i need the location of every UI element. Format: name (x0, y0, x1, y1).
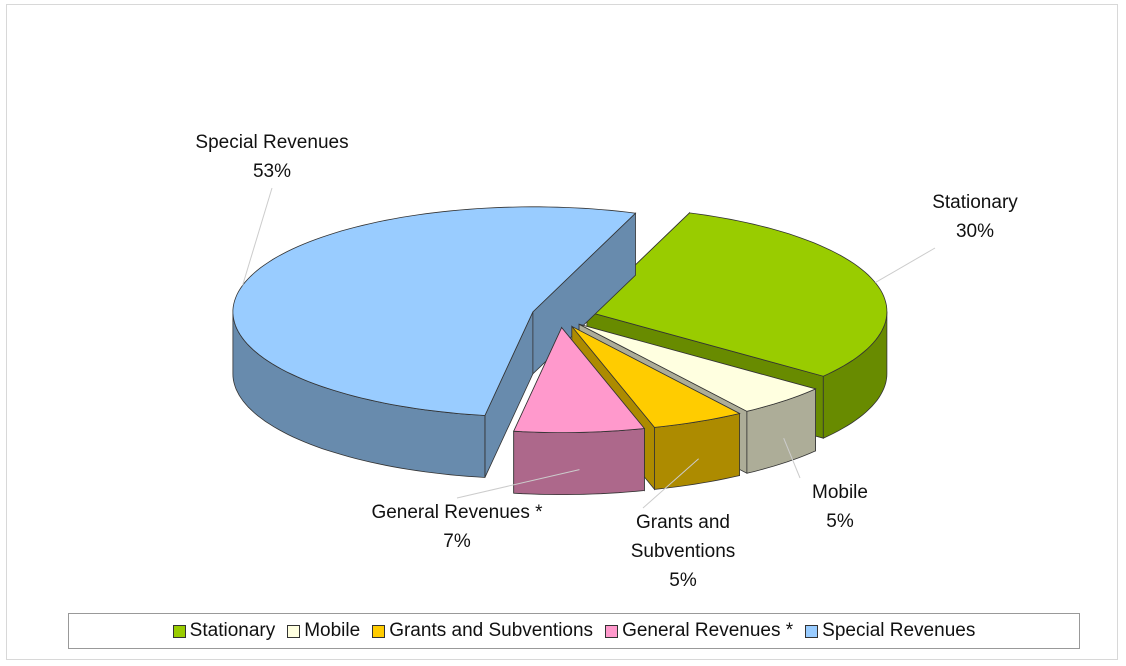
slice-top (513, 326, 646, 433)
slice-label-value: 7% (443, 531, 471, 552)
slice-label-value: 30% (955, 221, 995, 242)
legend-item: Grants and Subventions (372, 620, 593, 642)
slice-label: Special Revenues 53% (162, 128, 382, 186)
legend-swatch (605, 624, 619, 638)
slice-label-name: Stationary (932, 192, 1018, 213)
slice-label-name: General Revenues * (371, 502, 543, 523)
leader-line (642, 458, 699, 509)
slice-label: Mobile 5% (780, 478, 900, 536)
slice-label-name: Grants and Subventions (630, 512, 736, 562)
legend-swatch (372, 624, 386, 638)
legend-label: Special Revenues (822, 620, 976, 641)
slice-top (578, 323, 817, 412)
slice-label-name: Mobile (812, 482, 868, 503)
legend: Stationary Mobile Grants and Subventions Ge… (68, 613, 1080, 649)
slice-top (571, 326, 741, 428)
legend-item: General Revenues * (605, 620, 793, 642)
leader-line (783, 438, 801, 479)
slice-label: Grants and Subventions 5% (608, 508, 758, 595)
slice-label-value: 5% (669, 570, 697, 591)
slice-label-name: Special Revenues (195, 132, 349, 153)
slice-label: Stationary 30% (875, 188, 1075, 246)
legend-label: Stationary (189, 620, 276, 641)
legend-swatch (805, 624, 819, 638)
chart-frame (6, 4, 1118, 660)
legend-item: Special Revenues (805, 620, 975, 642)
legend-swatch (287, 624, 301, 638)
legend-swatch (172, 624, 186, 638)
slice-top (586, 212, 888, 377)
slice-top (232, 206, 637, 416)
legend-label: General Revenues * (622, 620, 794, 641)
slice (513, 326, 646, 495)
slice-wall (513, 428, 645, 495)
slice-label-value: 5% (826, 511, 854, 532)
legend-label: Mobile (304, 620, 361, 641)
legend-item: Mobile (287, 620, 360, 642)
leader-line (875, 247, 936, 284)
leader-line (242, 187, 273, 286)
slice-label: General Revenues * 7% (370, 498, 545, 556)
chart (232, 187, 936, 509)
legend-label: Grants and Subventions (389, 620, 594, 641)
slice-label-value: 53% (252, 161, 292, 182)
leader-line (456, 469, 580, 499)
legend-item: Stationary (172, 620, 276, 642)
